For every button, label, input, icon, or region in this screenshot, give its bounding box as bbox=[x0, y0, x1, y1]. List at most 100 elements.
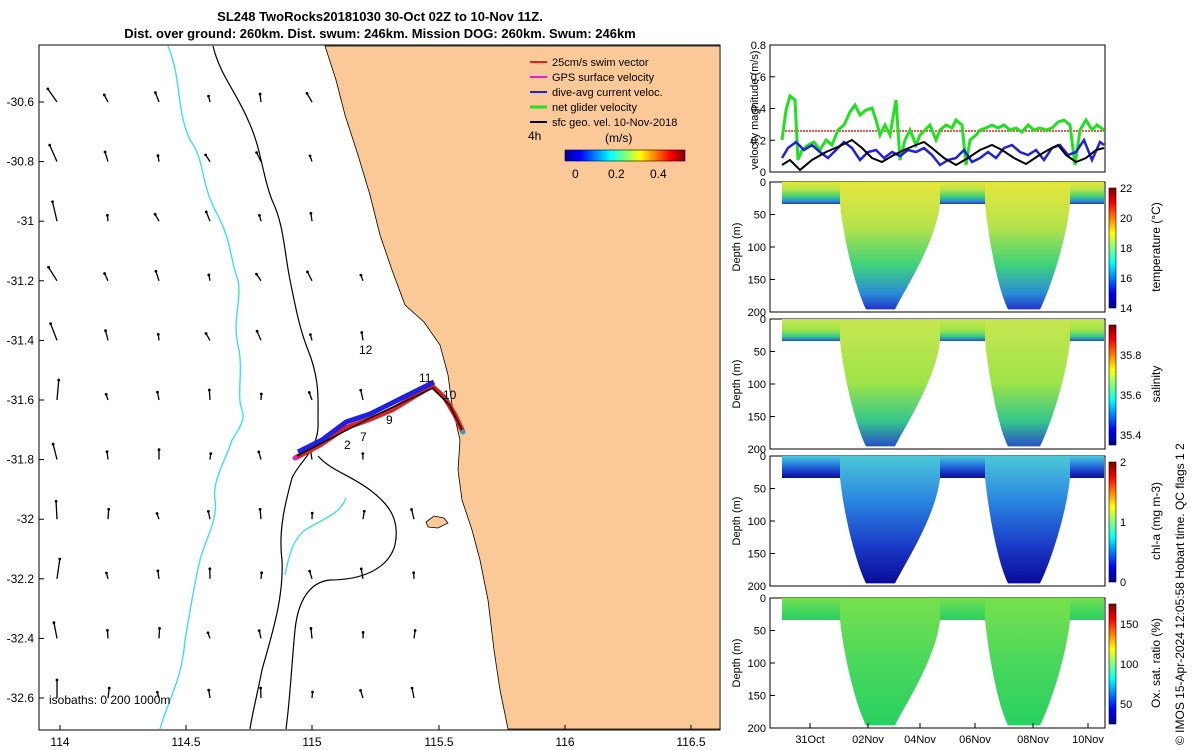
isobath-shallow-2 bbox=[284, 497, 347, 576]
depth-tick-label: 100 bbox=[748, 242, 766, 254]
velocity-y-tick-label: 0 bbox=[760, 167, 766, 179]
depth-tick-label: 50 bbox=[754, 210, 766, 222]
quiver-arrow bbox=[205, 211, 211, 222]
legend-label: GPS surface velocity bbox=[552, 72, 655, 84]
chart-title-line2: Dist. over ground: 260km. Dist. swum: 24… bbox=[124, 26, 636, 41]
section-panel: 0 50 100 150 200 Depth (m) 0 1 2 chl-a (mg m-3) bbox=[731, 451, 1163, 593]
quiver-arrow bbox=[49, 144, 58, 162]
colorbar-label: chl-a (mg m-3) bbox=[1149, 482, 1163, 560]
quiver-arrow bbox=[155, 271, 160, 282]
section-colorbar bbox=[1108, 187, 1117, 309]
quiver-arrow bbox=[107, 509, 110, 520]
quiver-arrow bbox=[47, 88, 58, 103]
quiver-arrow bbox=[158, 628, 161, 639]
depth-tick-label: 150 bbox=[748, 691, 766, 703]
colorbar-tick-label: 2 bbox=[1120, 457, 1126, 469]
map-y-tick-label: -31.8 bbox=[7, 453, 35, 467]
colorbar-label: Ox. sat. ratio (%) bbox=[1149, 618, 1163, 708]
map-y-tick-label: -32 bbox=[17, 512, 35, 526]
map-x-tick-label: 115.5 bbox=[424, 735, 453, 749]
quiver-arrow bbox=[107, 687, 110, 699]
depth-tick-label: 100 bbox=[748, 658, 766, 670]
depth-tick-label: 150 bbox=[748, 412, 766, 424]
depth-tick-label: 0 bbox=[760, 177, 766, 189]
isobath-deep bbox=[212, 45, 319, 730]
section-colorbar bbox=[1108, 324, 1117, 446]
quiver-arrow bbox=[53, 622, 58, 639]
map-legend: 25cm/s swim vector GPS surface velocity … bbox=[528, 57, 686, 181]
day-label: 7 bbox=[360, 430, 367, 444]
colorbar-tick-label: 35.6 bbox=[1120, 390, 1141, 402]
map-x-tick-label: 115 bbox=[302, 735, 321, 749]
speed-colorbar bbox=[564, 149, 686, 162]
legend-label: dive-avg current veloc. bbox=[552, 87, 663, 99]
time-axis-ticks: 31Oct 02Nov 04Nov 06Nov 08Nov 10Nov bbox=[795, 723, 1104, 746]
quiver-arrow bbox=[154, 92, 160, 103]
section-dive-region bbox=[840, 598, 940, 726]
legend-label: net glider velocity bbox=[552, 102, 637, 114]
map-y-tick-label: -30.6 bbox=[7, 95, 35, 109]
section-dive-region bbox=[985, 182, 1070, 310]
quiver-arrow bbox=[47, 266, 58, 282]
day-label: 12 bbox=[359, 343, 373, 357]
colorbar-label: temperature (°C) bbox=[1149, 202, 1163, 292]
section-dive-region bbox=[840, 319, 940, 447]
section-dive-region bbox=[985, 319, 1070, 447]
depth-axis-label: Depth (m) bbox=[731, 497, 743, 546]
section-colorbar bbox=[1108, 461, 1117, 583]
map-y-tick-label: -31 bbox=[17, 214, 35, 228]
velocity-y-tick-label: 0.8 bbox=[751, 40, 766, 52]
colorbar-tick: 0.2 bbox=[608, 167, 625, 181]
colorbar-tick-label: 22 bbox=[1120, 183, 1132, 195]
colorbar-tick-label: 150 bbox=[1120, 619, 1138, 631]
colorbar-label: (m/s) bbox=[605, 131, 632, 145]
depth-tick-label: 200 bbox=[748, 307, 766, 319]
map-y-tick-label: -32.4 bbox=[7, 631, 35, 645]
time-tick-label: 06Nov bbox=[959, 734, 991, 746]
section-dive-region bbox=[985, 598, 1070, 726]
island bbox=[425, 515, 449, 529]
quiver-arrow bbox=[360, 390, 364, 401]
colorbar-tick-label: 20 bbox=[1120, 213, 1132, 225]
colorbar-tick-label: 100 bbox=[1120, 659, 1138, 671]
day-label: 9 bbox=[386, 413, 393, 427]
velocity-ylabel: velocity magnitude (m/s) bbox=[749, 50, 761, 169]
depth-axis-label: Depth (m) bbox=[731, 360, 743, 409]
quiver-arrow bbox=[208, 389, 211, 401]
map-y-tick-label: -32.2 bbox=[7, 572, 35, 586]
colorbar-tick-label: 1 bbox=[1120, 517, 1126, 529]
depth-axis-label: Depth (m) bbox=[731, 223, 743, 272]
velocity-y-ticks: 0 0.2 0.4 0.6 0.8 bbox=[751, 40, 775, 179]
depth-tick-label: 200 bbox=[748, 581, 766, 593]
colorbar-tick-label: 18 bbox=[1120, 243, 1132, 255]
depth-tick-label: 0 bbox=[760, 451, 766, 463]
quiver-arrow bbox=[56, 380, 60, 401]
colorbar-tick: 0.4 bbox=[650, 167, 667, 181]
quiver-arrow bbox=[360, 568, 364, 579]
section-panel: 0 50 100 150 200 Depth (m) 14 16 18 20 22 temperatu… bbox=[731, 177, 1163, 319]
day-label: 10 bbox=[443, 388, 457, 402]
velocity-y-tick-label: 0.2 bbox=[751, 135, 766, 147]
quiver-arrow bbox=[56, 558, 61, 579]
section-colorbar bbox=[1108, 603, 1117, 725]
velocity-y-tick-label: 0.6 bbox=[751, 72, 766, 84]
depth-tick-label: 100 bbox=[748, 379, 766, 391]
time-tick-label: 08Nov bbox=[1017, 734, 1049, 746]
colorbar-tick-label: 16 bbox=[1120, 273, 1132, 285]
time-tick-label: 04Nov bbox=[904, 734, 936, 746]
quiver-arrow bbox=[306, 93, 313, 103]
map-y-tick-label: -30.8 bbox=[7, 155, 35, 169]
legend-label: sfc geo. vel. 10-Nov-2018 bbox=[552, 117, 677, 129]
colorbar-tick-label: 14 bbox=[1120, 303, 1132, 315]
colorbar-label: salinity bbox=[1149, 366, 1163, 403]
day-label: 11 bbox=[419, 371, 432, 385]
isobath-label: isobaths: 0 200 1000m bbox=[49, 693, 170, 707]
isobath-shallow bbox=[159, 45, 244, 730]
quiver-arrow bbox=[310, 628, 313, 639]
glider-track bbox=[292, 379, 466, 461]
map-panel: 2 7 9 10 11 12 isobaths: 0 200 1000m 25c… bbox=[7, 44, 721, 749]
credit-text: © IMOS 15-Apr-2024 12:05:58 Hobart time.… bbox=[1173, 443, 1187, 745]
depth-axis-label: Depth (m) bbox=[731, 639, 743, 688]
quiver-arrow bbox=[104, 151, 109, 162]
